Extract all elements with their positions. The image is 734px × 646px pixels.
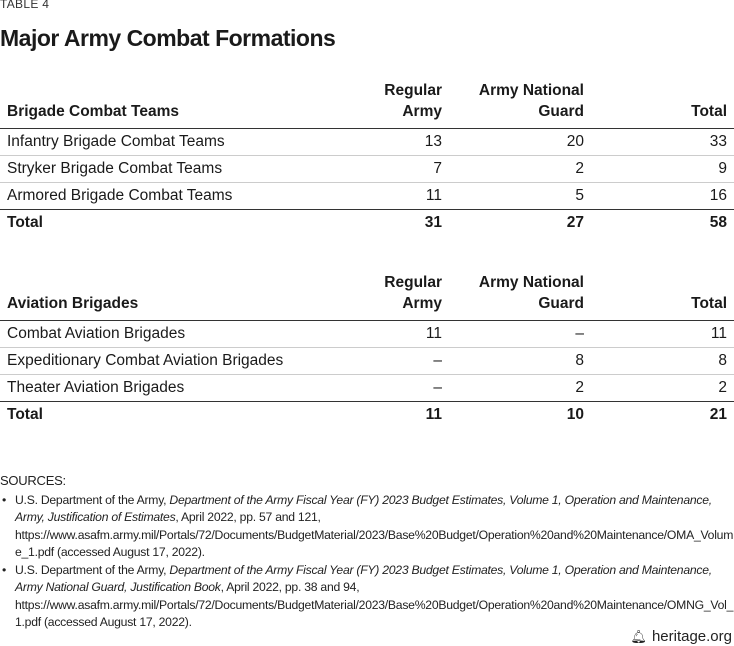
source-text: U.S. Department of the Army, [15,562,170,577]
source-text: , April 2022, pp. 57 and 121, https://ww… [15,510,734,559]
total-row: Total 11 10 21 [0,402,734,429]
cell: Armored Brigade Combat Teams [7,187,233,204]
column-header: Total [691,295,727,312]
source-item: U.S. Department of the Army, Department … [0,562,734,632]
cell: 7 [433,160,442,177]
column-header: Army National Guard [478,274,584,312]
table-row: Expeditionary Combat Aviation Brigades –… [0,348,734,375]
cell: 11 [425,325,442,342]
cell: Infantry Brigade Combat Teams [7,133,225,150]
cell: – [433,379,442,396]
sources: SOURCES: U.S. Department of the Army, De… [0,472,734,632]
page-title: Major Army Combat Formations [0,25,336,51]
liberty-bell-icon: 🔔︎ [630,629,647,644]
table-row: Combat Aviation Brigades 11 – 11 [0,321,734,348]
table-header-row: Aviation Brigades Regular Army Army Nati… [0,272,734,321]
source-title: Department of the Army Fiscal Year (FY) … [15,492,712,525]
aviation-brigades-table: Aviation Brigades Regular Army Army Nati… [0,272,734,429]
footer-credit: 🔔︎ heritage.org [630,628,732,645]
cell: 20 [566,133,584,150]
cell: 11 [425,187,442,204]
source-item: U.S. Department of the Army, Department … [0,492,734,562]
source-text: U.S. Department of the Army, [15,492,170,507]
cell: Stryker Brigade Combat Teams [7,160,223,177]
source-title: Department of the Army Fiscal Year (FY) … [15,562,712,595]
cell: 5 [575,187,584,204]
cell: 13 [424,133,442,150]
column-header: Regular Army [384,82,442,120]
cell: 31 [424,214,442,232]
table-label: TABLE 4 [0,0,50,11]
cell: 2 [575,379,584,396]
cell: 58 [709,214,727,232]
brigade-combat-teams-table: Brigade Combat Teams Regular Army Army N… [0,80,734,237]
source-text: , April 2022, pp. 38 and 94, https://www… [15,580,734,629]
cell: 33 [709,133,727,150]
table-row: Stryker Brigade Combat Teams 7 2 9 [0,156,734,183]
cell: 8 [718,352,727,369]
sources-heading: SOURCES: [0,473,66,488]
table-row: Armored Brigade Combat Teams 11 5 16 [0,183,734,210]
total-row: Total 31 27 58 [0,210,734,237]
column-header: Regular Army [384,274,442,312]
cell: 2 [575,160,584,177]
cell: Expeditionary Combat Aviation Brigades [7,352,284,369]
footer-text: heritage.org [651,628,732,645]
cell: – [575,325,584,342]
cell: 27 [566,214,584,232]
cell: 11 [425,406,442,424]
cell: 16 [709,187,727,204]
column-header: Total [691,103,727,120]
cell: Total [7,214,43,232]
cell: Theater Aviation Brigades [7,379,185,396]
cell: 8 [575,352,584,369]
cell: 11 [710,325,727,342]
cell: Total [7,406,43,424]
table-row: Theater Aviation Brigades – 2 2 [0,375,734,402]
cell: – [433,352,442,369]
cell: 21 [709,406,727,424]
cell: 9 [718,160,727,177]
cell: Combat Aviation Brigades [7,325,186,342]
column-header: Army National Guard [478,82,584,120]
table-row: Infantry Brigade Combat Teams 13 20 33 [0,129,734,156]
table-header-row: Brigade Combat Teams Regular Army Army N… [0,80,734,129]
cell: 2 [718,379,727,396]
cell: 10 [566,406,584,424]
column-header: Aviation Brigades [7,295,139,312]
column-header: Brigade Combat Teams [7,103,179,120]
